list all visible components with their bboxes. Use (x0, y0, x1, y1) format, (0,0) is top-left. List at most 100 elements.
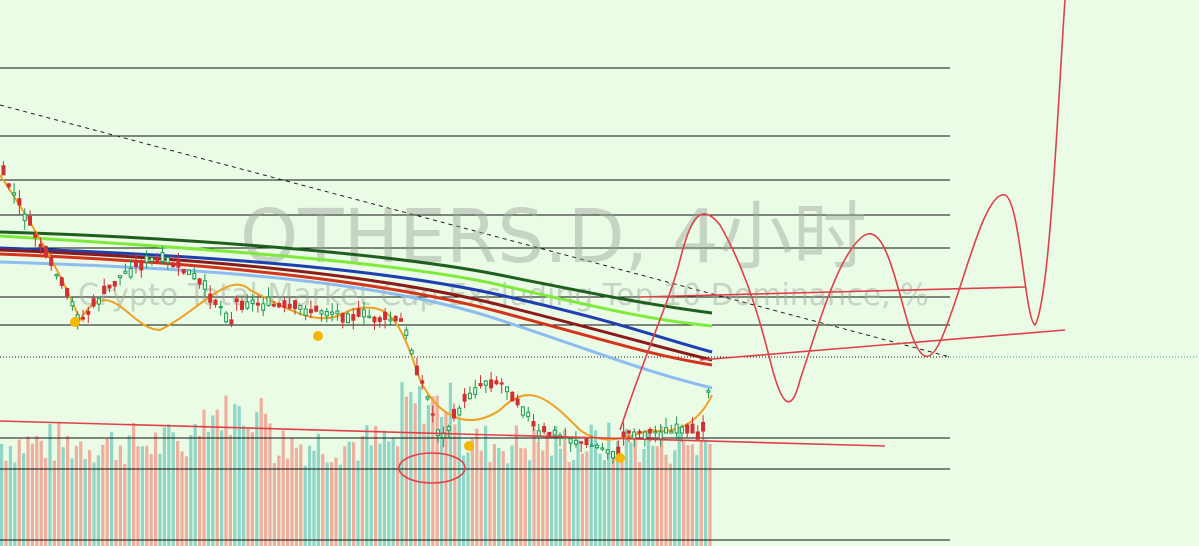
volume-bar (237, 406, 241, 546)
volume-bar (528, 460, 532, 546)
volume-bar (259, 398, 263, 546)
candle-body (261, 303, 266, 311)
volume-bar (400, 382, 404, 546)
candle-body (494, 380, 499, 385)
volume-bar (118, 445, 122, 546)
volume-bar (457, 417, 461, 546)
candle-body (165, 257, 170, 264)
volume-bar (334, 457, 338, 546)
volume-bar (453, 424, 457, 546)
volume-bar (303, 465, 307, 546)
volume-bar (365, 425, 369, 546)
volume-bar (558, 448, 562, 546)
volume-bar (189, 435, 193, 546)
candle-body (266, 296, 271, 306)
volume-bar (620, 460, 624, 546)
candle-body (38, 243, 43, 248)
volume-bar (61, 447, 65, 546)
volume-bar (268, 423, 272, 546)
volume-bar (26, 436, 30, 546)
volume-bar (448, 382, 452, 546)
volume-bar (96, 455, 100, 546)
volume-bar (646, 432, 650, 546)
candle-body (96, 298, 101, 305)
candle-body (192, 272, 197, 280)
candle-body (197, 278, 202, 285)
volume-bar (299, 444, 303, 546)
candle-body (685, 424, 690, 434)
volume-bar (180, 451, 184, 546)
volume-bar (374, 426, 378, 546)
candle-body (224, 312, 229, 323)
volume-bar (132, 423, 136, 546)
candle-body (637, 430, 642, 434)
volume-bar (418, 386, 422, 546)
candle-body (674, 423, 679, 434)
candle-body (611, 450, 615, 459)
volume-bar (572, 459, 576, 546)
volume-bar (611, 450, 615, 546)
volume-bar (633, 438, 637, 546)
candle-body (160, 252, 165, 262)
candle-body (112, 280, 117, 287)
candle-body (255, 302, 260, 306)
candle-body (335, 310, 340, 315)
candle-body (282, 300, 287, 308)
volume-bar (158, 453, 162, 546)
candle-body (653, 431, 658, 434)
candle-body (452, 408, 456, 419)
candle-body (340, 312, 345, 323)
volume-bar (52, 460, 56, 546)
candle-body (489, 379, 494, 389)
candle-body (414, 365, 419, 376)
candle-body (293, 300, 297, 310)
candle-body (658, 431, 663, 440)
volume-bar (602, 460, 606, 546)
volume-bar (356, 460, 360, 546)
candle-body (579, 441, 584, 444)
candle-body (706, 390, 711, 393)
volume-bar (382, 430, 386, 546)
candle-body (605, 449, 610, 454)
volume-bar (497, 447, 501, 546)
volume-bar (44, 458, 48, 546)
volume-bar (651, 445, 655, 546)
candle-body (499, 382, 504, 385)
drawings (0, 0, 1066, 484)
volume-bar (149, 454, 153, 546)
candle-body (139, 262, 144, 271)
candle-body (536, 430, 541, 437)
volume-bar (206, 431, 210, 546)
volume-bar (462, 455, 466, 546)
volume-bar (4, 460, 8, 546)
volume-bar (567, 462, 571, 546)
candle-body (409, 349, 414, 355)
candle-body (287, 303, 292, 309)
volume-bar (66, 435, 70, 546)
candle-body (250, 299, 255, 305)
volume-bar (699, 440, 703, 546)
volume-bar (325, 462, 329, 546)
volume-bar (431, 396, 435, 546)
volume-bar (294, 447, 298, 546)
volume-bar (576, 439, 580, 546)
volume-bar (347, 441, 351, 546)
volume-bar (193, 423, 197, 546)
candle-body (669, 430, 674, 434)
volume-bar (88, 450, 92, 546)
volume-bar (506, 463, 510, 546)
volume-bar (101, 444, 105, 546)
volume-bar (510, 445, 514, 546)
volume-bar (668, 463, 672, 546)
candle-body (134, 261, 138, 267)
volume-bar (35, 435, 39, 546)
volume-bar (272, 463, 276, 546)
volume-bar (554, 426, 558, 546)
volume-bar (0, 443, 4, 546)
candle-body (303, 308, 308, 316)
volume-bar (501, 451, 505, 546)
candle-body (547, 431, 552, 436)
candle-body (510, 391, 515, 402)
candle-body (91, 298, 96, 307)
candle-body (399, 318, 403, 322)
